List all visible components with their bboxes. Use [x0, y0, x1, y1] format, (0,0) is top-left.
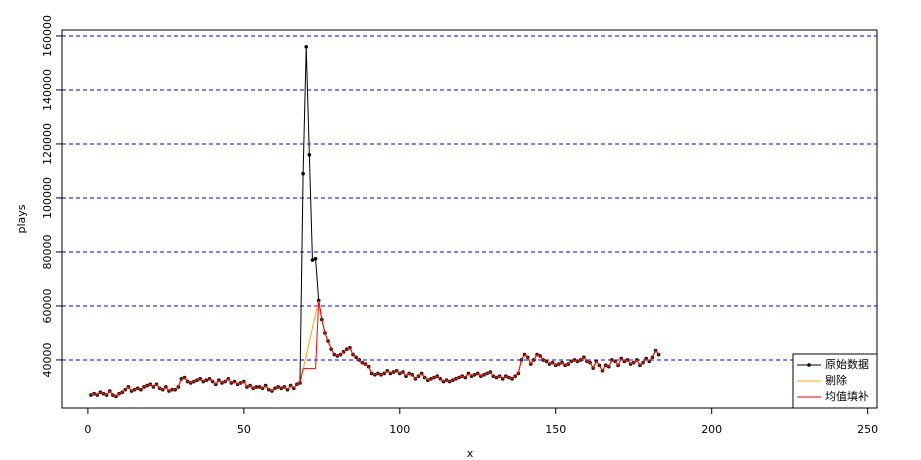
data-point: [313, 256, 318, 261]
series-line: [90, 46, 660, 397]
data-point: [304, 44, 309, 49]
x-tick-label: 0: [84, 423, 91, 436]
data-point: [307, 152, 312, 157]
plot-box: [61, 29, 878, 409]
legend-label: 原始数据: [825, 357, 869, 371]
y-axis-label: plays: [15, 204, 28, 233]
y-tick-label: 140000: [41, 69, 54, 111]
x-tick-label: 150: [545, 423, 566, 436]
x-tick-label: 200: [701, 423, 722, 436]
series-line: [90, 300, 660, 397]
legend-label: 剔除: [825, 373, 847, 387]
x-tick-label: 250: [857, 423, 878, 436]
y-tick-label: 60000: [41, 288, 54, 323]
y-tick-label: 80000: [41, 234, 54, 269]
legend-marker: [807, 363, 811, 367]
x-tick-label: 50: [237, 423, 251, 436]
y-tick-label: 160000: [41, 15, 54, 57]
series-line: [90, 300, 660, 397]
x-axis-label: x: [467, 447, 474, 460]
data-point: [310, 258, 315, 262]
y-tick-label: 100000: [41, 177, 54, 219]
data-point: [301, 171, 305, 176]
legend-label: 均值填补: [825, 389, 869, 403]
x-tick-label: 100: [389, 423, 410, 436]
y-tick-label: 40000: [41, 342, 54, 377]
y-tick-label: 120000: [41, 123, 54, 165]
